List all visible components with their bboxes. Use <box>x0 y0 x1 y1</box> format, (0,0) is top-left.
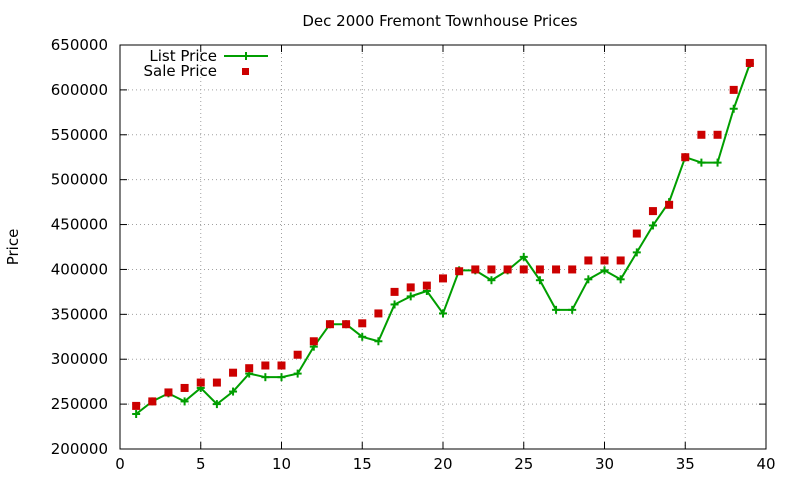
data-point-list-price <box>132 409 141 418</box>
data-point-sale-price <box>245 364 254 373</box>
y-tick-label: 450000 <box>51 216 108 234</box>
y-tick-label: 550000 <box>51 126 108 144</box>
x-tick-label: 30 <box>595 455 614 473</box>
grid <box>120 45 766 449</box>
x-tick-label: 25 <box>514 455 533 473</box>
y-axis-label: Price <box>4 229 22 266</box>
data-point-list-price <box>648 221 657 230</box>
legend-cross <box>242 52 250 60</box>
x-tick-label: 15 <box>353 455 372 473</box>
y-tick-label: 300000 <box>51 350 108 368</box>
legend-marker-list-price <box>242 52 250 60</box>
data-point-list-price <box>277 373 286 382</box>
data-point-list-price <box>519 252 528 261</box>
x-tick-label: 5 <box>196 455 206 473</box>
data-point-sale-price <box>148 397 157 406</box>
data-point-sale-price <box>180 383 189 392</box>
plot-frame <box>119 44 767 450</box>
data-point-sale-price <box>309 337 318 346</box>
data-point-sale-price <box>439 274 447 283</box>
data-point-sale-price <box>584 256 593 265</box>
data-point-sale-price <box>600 256 609 265</box>
data-point-list-price <box>552 305 561 314</box>
data-point-sale-price <box>374 309 383 318</box>
x-tick-label: 35 <box>676 455 695 473</box>
data-point-sale-price <box>487 265 496 274</box>
data-point-sale-price <box>552 265 561 274</box>
y-tick-label: 350000 <box>51 305 108 323</box>
data-point-sale-price <box>745 58 754 67</box>
data-point-sale-price <box>406 283 415 292</box>
data-point-list-price <box>535 276 544 285</box>
data-point-sale-price <box>632 229 641 238</box>
y-tick-label: 200000 <box>51 440 108 458</box>
data-point-list-price <box>632 248 641 257</box>
data-point-list-price <box>616 275 625 284</box>
x-tick-label: 20 <box>433 455 452 473</box>
data-point-list-price <box>697 158 706 167</box>
y-tick-label: 400000 <box>51 260 108 278</box>
data-point-list-price <box>584 275 593 284</box>
y-tick-label: 250000 <box>51 395 108 413</box>
data-point-sale-price <box>212 378 221 387</box>
data-point-sale-price <box>648 207 657 216</box>
legend-label-sale-price: Sale Price <box>144 62 217 80</box>
data-point-sale-price <box>713 130 722 139</box>
data-point-sale-price <box>665 200 674 209</box>
data-point-sale-price <box>681 153 690 162</box>
data-point-sale-price <box>358 319 367 328</box>
data-point-list-price <box>293 369 302 378</box>
data-point-sale-price <box>196 378 205 387</box>
data-point-sale-price <box>697 130 706 139</box>
x-tick-label: 40 <box>756 455 775 473</box>
data-point-list-price <box>229 387 238 396</box>
data-point-sale-price <box>568 265 577 274</box>
data-point-list-price <box>180 397 189 406</box>
axis-ticks: 200000 250000 300000 350000 400000 450000 5000… <box>51 36 776 473</box>
data-point-list-price <box>568 305 577 314</box>
y-tick-label: 500000 <box>51 171 108 189</box>
data-point-sale-price <box>729 85 738 94</box>
data-point-list-price <box>374 337 383 346</box>
data-point-list-price <box>261 373 270 382</box>
data-point-list-price <box>439 309 447 318</box>
chart-title: Dec 2000 Fremont Townhouse Prices <box>302 12 577 30</box>
x-tick-label: 0 <box>115 455 125 473</box>
data-point-list-price <box>713 158 722 167</box>
y-tick-label: 650000 <box>51 36 108 54</box>
data-point-sale-price <box>325 320 334 329</box>
data-point-sale-price <box>519 265 528 274</box>
data-point-sale-price <box>616 256 625 265</box>
data-point-sale-price <box>342 320 351 329</box>
y-tick-label: 600000 <box>51 81 108 99</box>
data-point-list-price <box>358 332 367 341</box>
data-series <box>132 58 754 418</box>
data-point-list-price <box>487 276 496 285</box>
legend-label-list-price: List Price <box>149 47 217 65</box>
data-point-sale-price <box>229 368 238 377</box>
data-point-sale-price <box>277 361 286 370</box>
data-point-list-price <box>729 104 738 113</box>
data-point-list-price <box>390 300 399 309</box>
data-point-sale-price <box>535 265 544 274</box>
data-point-list-price <box>406 292 415 301</box>
x-tick-label: 10 <box>272 455 291 473</box>
data-point-list-price <box>212 400 221 409</box>
data-point-sale-price <box>503 265 512 274</box>
data-point-list-price <box>600 266 609 275</box>
legend: List Price Sale Price <box>144 47 268 80</box>
data-point-sale-price <box>164 388 173 397</box>
data-point-sale-price <box>422 281 431 290</box>
data-point-sale-price <box>390 287 399 296</box>
data-point-sale-price <box>471 265 480 274</box>
data-point-sale-price <box>132 401 141 410</box>
data-point-sale-price <box>293 350 302 359</box>
data-point-sale-price <box>261 361 270 370</box>
data-point-sale-price <box>455 267 464 276</box>
legend-marker-sale-price <box>242 68 249 75</box>
